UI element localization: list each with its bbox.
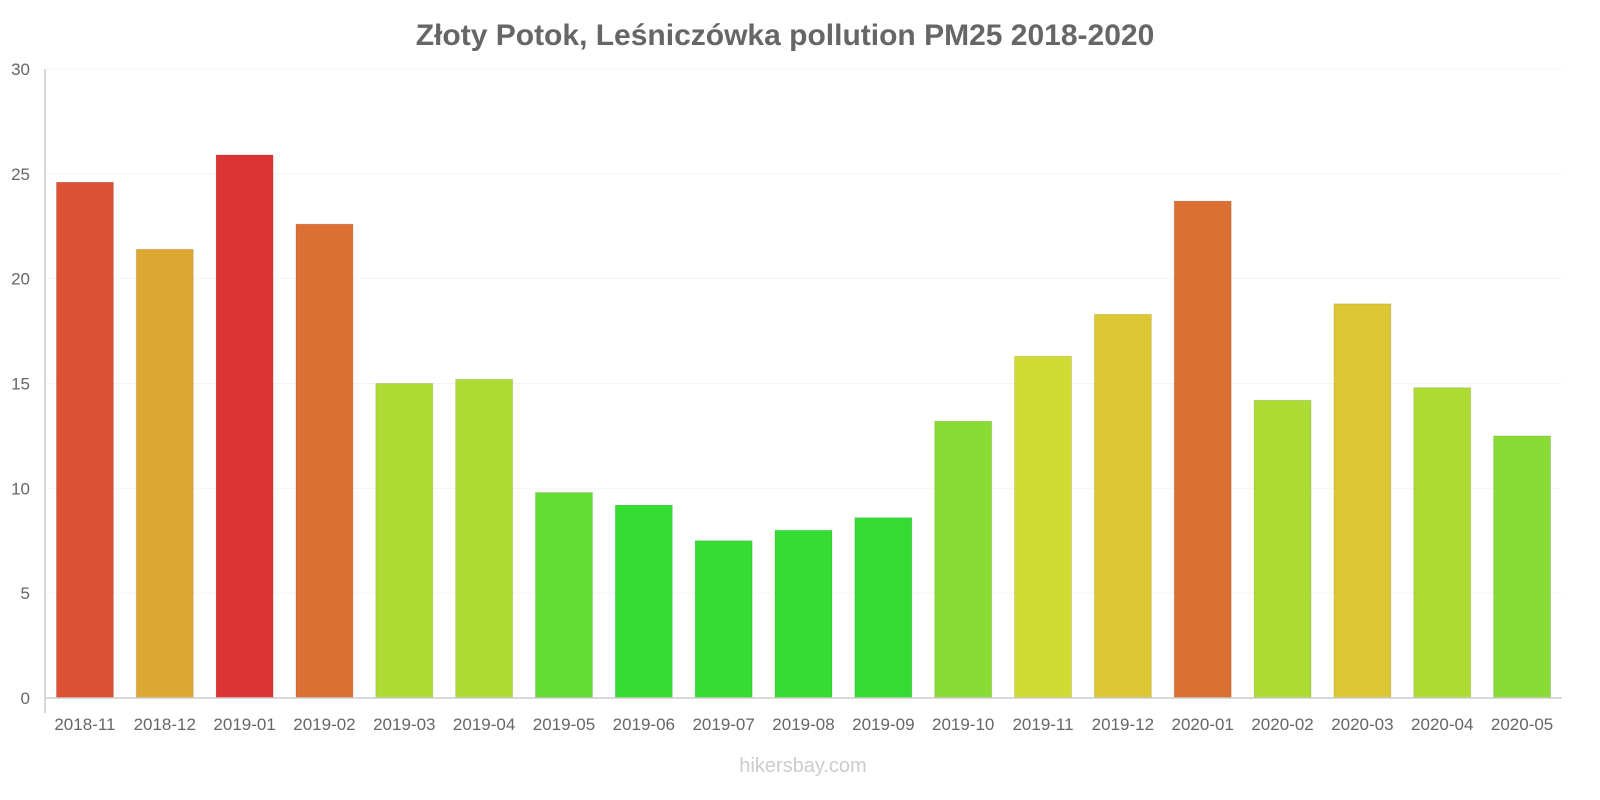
bar-2019-03 bbox=[375, 383, 434, 699]
chart-title: Złoty Potok, Leśniczówka pollution PM25 … bbox=[416, 19, 1155, 52]
bar-2019-05 bbox=[534, 492, 593, 699]
x-tick-label: 2018-11 bbox=[54, 715, 115, 734]
bar-2019-01 bbox=[215, 154, 274, 699]
x-tick-label: 2018-12 bbox=[134, 715, 196, 734]
bar-2018-11 bbox=[55, 181, 114, 699]
bar-2019-02 bbox=[295, 223, 354, 699]
bar-2019-07 bbox=[694, 540, 753, 699]
bar-2019-12 bbox=[1093, 313, 1152, 699]
y-tick-label: 10 bbox=[11, 479, 30, 498]
x-tick-label: 2019-02 bbox=[293, 715, 355, 734]
x-tick-label: 2020-03 bbox=[1331, 715, 1393, 734]
y-tick-label: 20 bbox=[11, 270, 30, 289]
x-tick-label: 2019-03 bbox=[373, 715, 435, 734]
bar-2019-08 bbox=[774, 529, 833, 699]
bar-2020-04 bbox=[1413, 387, 1472, 699]
x-tick-label: 2019-07 bbox=[692, 715, 754, 734]
bar-2019-10 bbox=[934, 420, 993, 699]
bar-2020-03 bbox=[1333, 303, 1392, 699]
bar-2020-02 bbox=[1253, 399, 1312, 699]
x-tick-label: 2019-08 bbox=[772, 715, 834, 734]
y-tick-label: 0 bbox=[21, 689, 30, 708]
bar-2020-05 bbox=[1493, 435, 1552, 699]
x-tick-label: 2019-06 bbox=[613, 715, 675, 734]
x-tick-label: 2020-04 bbox=[1411, 715, 1473, 734]
x-tick-label: 2020-05 bbox=[1491, 715, 1553, 734]
x-tick-label: 2020-01 bbox=[1172, 715, 1234, 734]
x-tick-label: 2019-09 bbox=[852, 715, 914, 734]
x-tick-label: 2019-12 bbox=[1092, 715, 1154, 734]
bar-2018-12 bbox=[135, 248, 194, 699]
x-tick-label: 2019-05 bbox=[533, 715, 595, 734]
x-tick-label: 2020-02 bbox=[1251, 715, 1313, 734]
watermark: hikersbay.com bbox=[739, 755, 866, 777]
bar-2019-09 bbox=[854, 517, 913, 699]
bar-2019-04 bbox=[455, 378, 514, 699]
bar-2019-06 bbox=[614, 504, 673, 699]
x-tick-label: 2019-01 bbox=[213, 715, 275, 734]
y-tick-label: 25 bbox=[11, 165, 30, 184]
y-tick-label: 15 bbox=[11, 375, 30, 394]
y-tick-label: 30 bbox=[11, 60, 30, 79]
x-tick-label: 2019-11 bbox=[1012, 715, 1073, 734]
bar-2020-01 bbox=[1173, 200, 1232, 699]
bar-2019-11 bbox=[1014, 355, 1073, 699]
x-tick-label: 2019-10 bbox=[932, 715, 994, 734]
y-tick-label: 5 bbox=[21, 584, 30, 603]
x-tick-label: 2019-04 bbox=[453, 715, 515, 734]
